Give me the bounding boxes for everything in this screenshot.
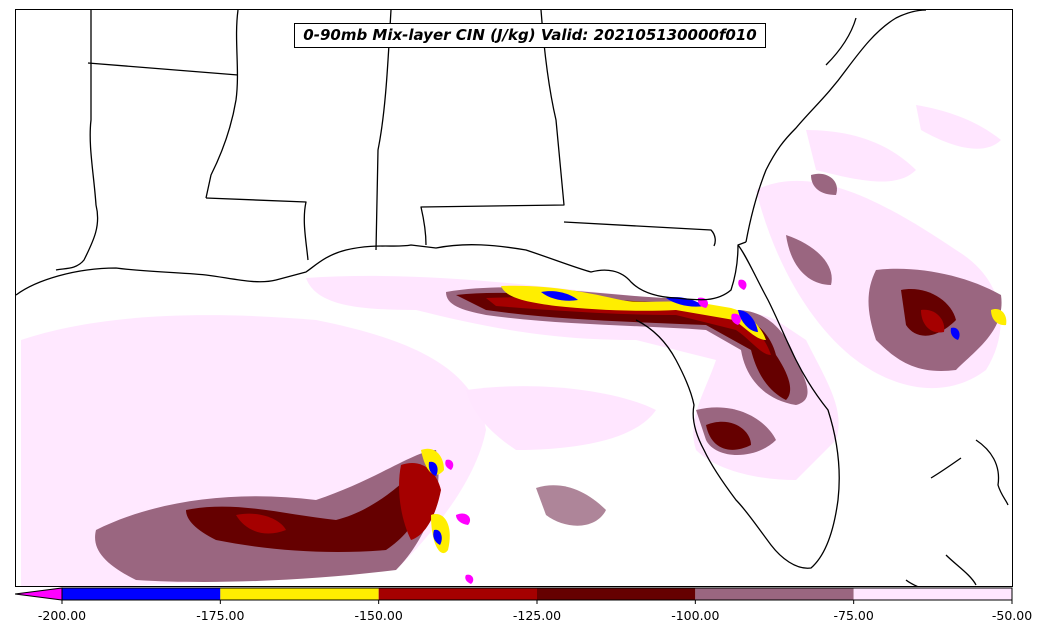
colorbar-tick-label: -100.00	[671, 608, 720, 623]
colorbar-bin-4	[695, 588, 854, 600]
colorbar	[15, 587, 1013, 604]
map-panel: 0-90mb Mix-layer CIN (J/kg) Valid: 20210…	[15, 9, 1013, 587]
cin-field-blue	[428, 291, 960, 545]
colorbar-bin-5	[853, 588, 1012, 600]
colorbar-bin-2	[378, 588, 537, 600]
colorbar-tick-label: -50.00	[991, 608, 1033, 623]
colorbar-extend-triangle	[15, 587, 63, 601]
cin-map	[16, 10, 1009, 586]
colorbar-bin-0	[62, 588, 221, 600]
colorbar-bin-1	[220, 588, 379, 600]
colorbar-tick-label: -150.00	[354, 608, 403, 623]
colorbar-tick-label: -125.00	[512, 608, 562, 623]
map-title: 0-90mb Mix-layer CIN (J/kg) Valid: 20210…	[294, 23, 766, 48]
coastlines-and-borders	[16, 10, 1009, 586]
colorbar-tick-label: -75.00	[833, 608, 874, 623]
colorbar-tick-label: -200.00	[37, 608, 87, 623]
colorbar-bin-3	[537, 588, 696, 600]
colorbar-tick-label: -175.00	[196, 608, 245, 623]
